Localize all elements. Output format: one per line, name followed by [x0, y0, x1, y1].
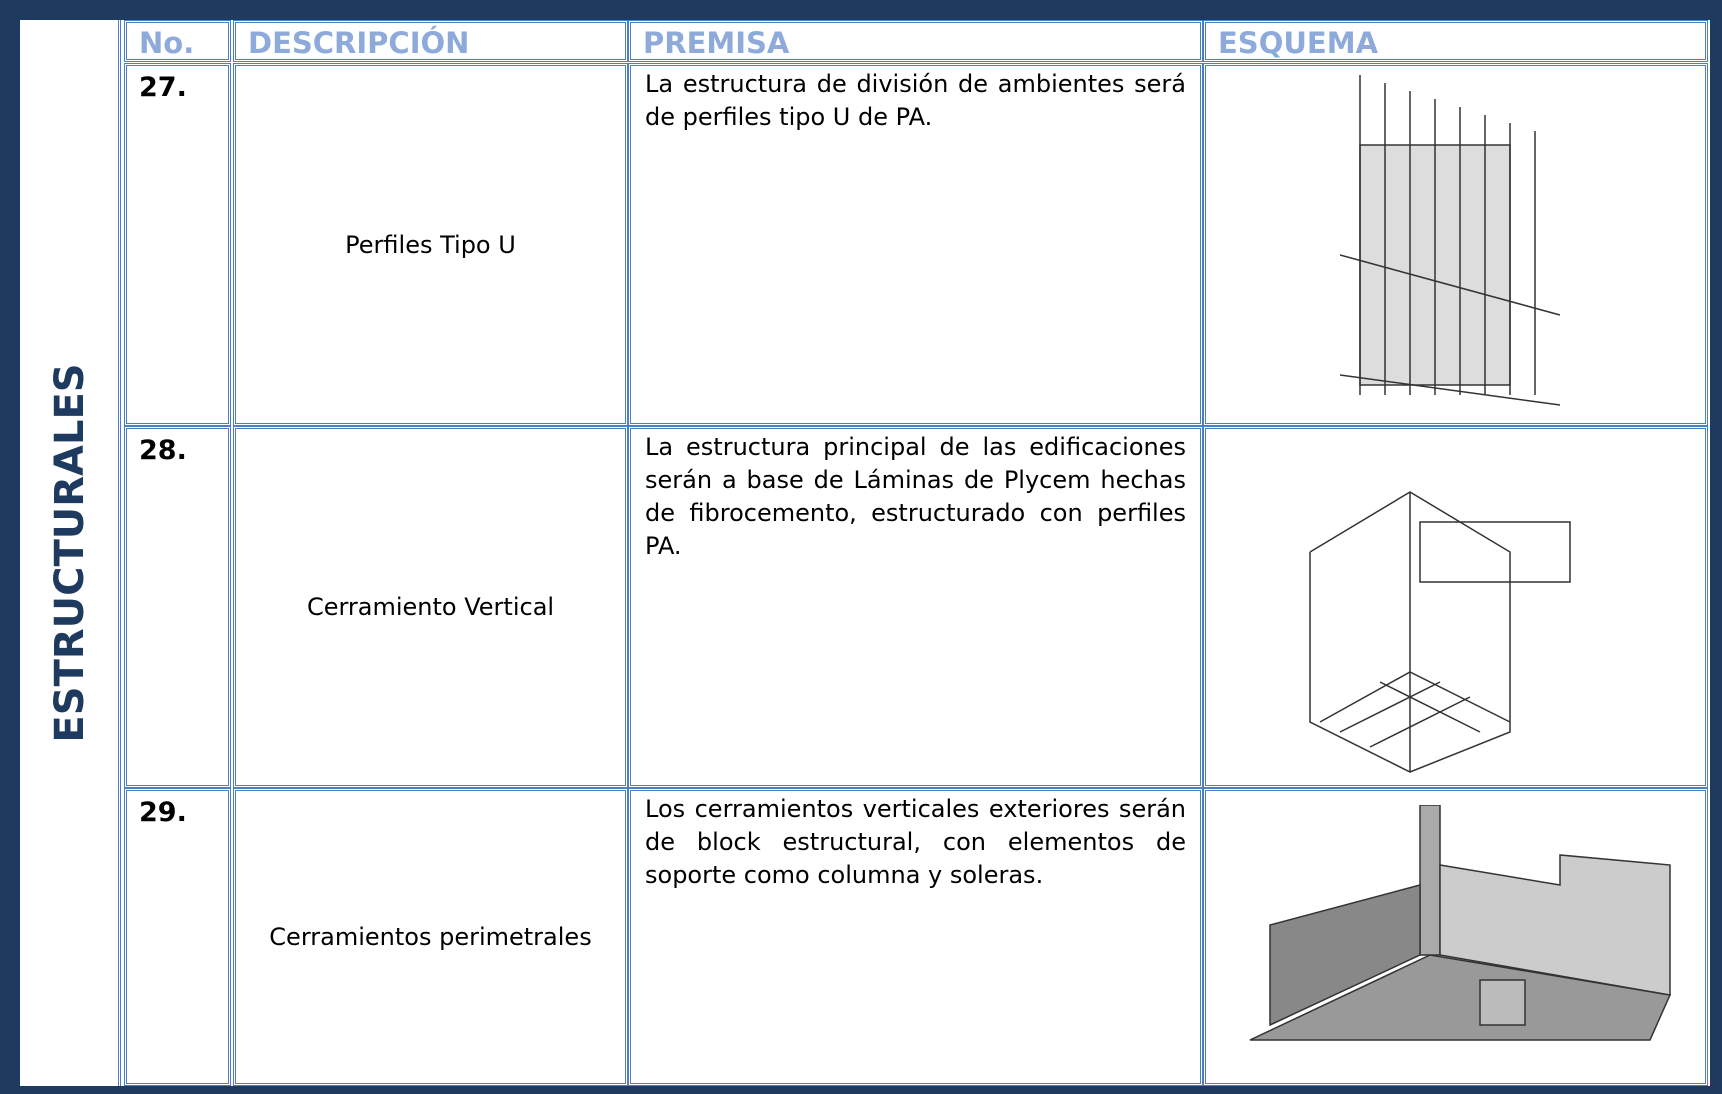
- sketch-profiles: [1340, 75, 1561, 406]
- sketch-wall: [1309, 491, 1571, 773]
- row-scheme: [1203, 426, 1708, 788]
- column-header: No.: [124, 20, 231, 62]
- row-premise: La estructura de división de ambientes s…: [628, 63, 1203, 426]
- column-header: DESCRIPCIÓN: [233, 20, 628, 62]
- column-header: PREMISA: [628, 20, 1203, 62]
- row-number: 29.: [124, 788, 231, 1086]
- row-description: Perfiles Tipo U: [233, 63, 628, 426]
- row-premise: La estructura principal de las edificaci…: [628, 426, 1203, 788]
- section-column: ESTRUCTURALES: [22, 20, 121, 1086]
- row-description: Cerramiento Vertical: [233, 426, 628, 788]
- column-header: ESQUEMA: [1203, 20, 1708, 62]
- sketch-block: [1249, 805, 1672, 1041]
- row-description: Cerramientos perimetrales: [233, 788, 628, 1086]
- row-premise: Los cerramientos verticales exteriores s…: [628, 788, 1203, 1086]
- row-number: 27.: [124, 63, 231, 426]
- row-number: 28.: [124, 426, 231, 788]
- section-label: ESTRUCTURALES: [47, 363, 93, 743]
